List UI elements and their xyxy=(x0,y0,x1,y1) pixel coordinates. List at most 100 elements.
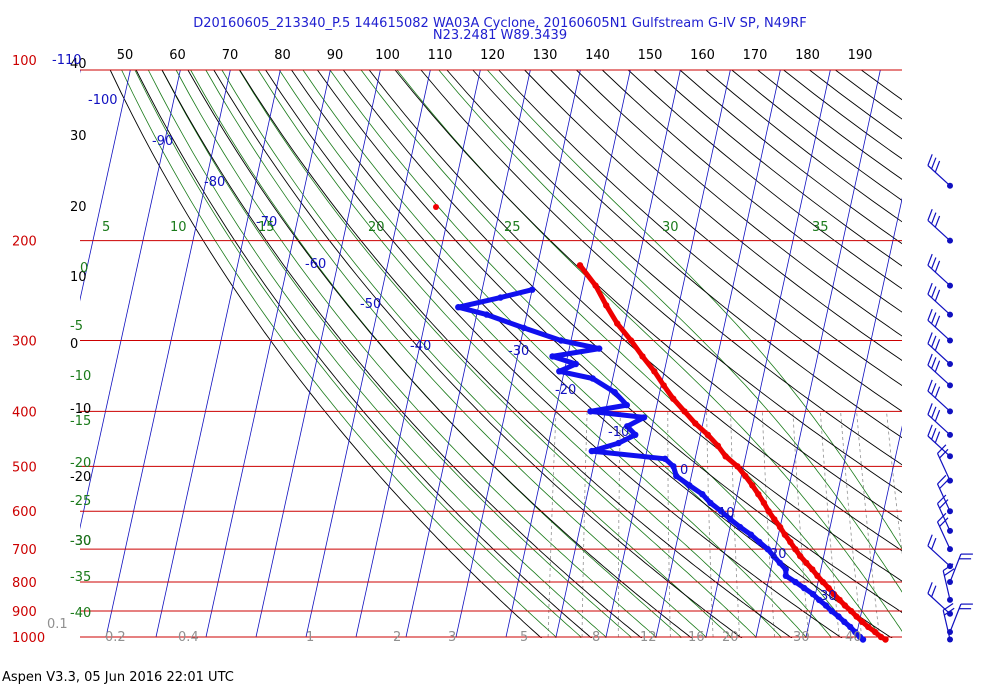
isotherm-label: -60 xyxy=(305,257,326,272)
moist-adiabat-label: -40 xyxy=(70,606,91,621)
temperature-point xyxy=(722,453,729,460)
dewpoint-point xyxy=(809,590,817,598)
temperature-point xyxy=(714,442,722,449)
dry-adiabat-line xyxy=(239,69,793,638)
temperature-point xyxy=(776,523,784,531)
dry-adiabat-line xyxy=(601,69,902,313)
dewpoint-point xyxy=(615,439,622,447)
mixing-ratio-label: 16 xyxy=(688,630,705,645)
pressure-tick: 200 xyxy=(12,235,37,250)
isotherm-label: -50 xyxy=(360,297,381,312)
dry-adiabat-line xyxy=(576,69,902,337)
temperature-point xyxy=(797,552,804,560)
left-scale-tick: -20 xyxy=(70,470,91,485)
pressure-tick: 100 xyxy=(12,54,37,69)
left-scale-tick: 0 xyxy=(70,337,78,352)
wind-barb-staff xyxy=(936,453,951,481)
dry-adiabats xyxy=(109,69,902,638)
wind-barb-flag xyxy=(931,383,937,395)
wind-barb-flag xyxy=(931,357,937,369)
wind-barb-flag xyxy=(927,208,933,221)
dewpoint-point xyxy=(623,401,630,409)
temperature-point xyxy=(882,636,889,643)
pressure-tick: 700 xyxy=(12,543,37,558)
moist-adiabat-label: -15 xyxy=(70,414,91,429)
dewpoint-point xyxy=(686,482,693,489)
wind-barb-flag xyxy=(942,603,954,611)
wind-barb-flag xyxy=(927,403,933,415)
mixing-ratio-line xyxy=(908,411,939,649)
top-axis-tick: 70 xyxy=(222,48,239,63)
temperature-point xyxy=(749,482,756,489)
dewpoint-point xyxy=(770,552,777,560)
moist-adiabat-line xyxy=(302,69,832,638)
moist-adiabat-label: -5 xyxy=(70,319,83,334)
wind-barb-flag xyxy=(931,157,937,170)
wind-barb-flag xyxy=(934,289,941,302)
moist-adiabat-label: 35 xyxy=(812,220,829,235)
isotherm-label: -100 xyxy=(88,93,118,108)
dewpoint-point xyxy=(776,559,783,567)
isotherm-line xyxy=(355,69,481,638)
pressure-tick: 900 xyxy=(12,605,37,620)
wind-barb-flag xyxy=(927,282,933,295)
dry-adiabat-line xyxy=(187,69,693,638)
wind-barbs xyxy=(927,154,973,643)
top-axis-tick: 140 xyxy=(585,48,610,63)
dry-adiabat-line xyxy=(809,69,902,140)
temperature-point xyxy=(627,337,635,344)
dewpoint-point xyxy=(557,337,565,344)
wind-barb-flag xyxy=(927,582,933,594)
isotherm-label: -110 xyxy=(52,53,82,68)
moist-adiabat-line xyxy=(190,69,682,638)
top-axis-tick: 120 xyxy=(480,48,505,63)
mixing-ratio-label: 12 xyxy=(640,630,657,645)
temperature-point xyxy=(809,566,816,573)
isotherm-label: 20 xyxy=(770,547,787,562)
temperature-point xyxy=(819,578,827,586)
wind-barb-flag xyxy=(931,335,937,348)
moist-adiabat-line xyxy=(175,69,657,638)
dewpoint-point xyxy=(736,523,744,531)
wind-barb-flag xyxy=(934,409,941,422)
wind-barb-flag xyxy=(937,474,947,485)
isotherm-line xyxy=(305,69,431,638)
wind-barb-flag xyxy=(931,427,937,440)
dry-adiabat-line xyxy=(679,69,902,245)
mixing-ratio-line xyxy=(581,411,588,638)
mixing-ratio-line xyxy=(547,411,557,638)
isotherm-label: 10 xyxy=(718,506,735,521)
moist-adiabat-line xyxy=(396,69,902,632)
left-scale-tick: -30 xyxy=(70,534,91,549)
dewpoint-point xyxy=(699,491,706,498)
mixing-ratio-label: 0.2 xyxy=(105,630,126,645)
isotherm-line xyxy=(80,69,131,302)
temperature-point xyxy=(814,572,821,579)
top-axis-tick: 90 xyxy=(327,48,344,63)
moist-adiabat-label: 15 xyxy=(258,220,275,235)
dewpoint-point xyxy=(851,628,859,636)
dry-adiabat-line xyxy=(705,69,902,223)
wind-barb-flag xyxy=(931,286,937,298)
wind-barb-flag xyxy=(931,406,937,419)
isotherm-line xyxy=(80,69,181,530)
temperature-profile xyxy=(433,204,889,643)
isotherm-line xyxy=(205,69,331,638)
isotherm-line xyxy=(755,69,881,638)
left-scale-tick: 40 xyxy=(70,57,87,72)
wind-barb-flag xyxy=(927,308,933,321)
wind-barb-flag xyxy=(934,260,941,273)
moist-adiabat-label: -30 xyxy=(70,534,91,549)
moist-adiabat-label: 20 xyxy=(368,220,385,235)
temperature-point xyxy=(781,531,789,538)
moist-adiabat-line xyxy=(161,69,632,638)
dewpoint-point xyxy=(632,431,639,438)
wind-barb-flag xyxy=(927,534,933,547)
isotherm-label: -70 xyxy=(256,215,277,230)
left-scale-tick: 30 xyxy=(70,129,87,144)
isotherm-label: -10 xyxy=(608,425,629,440)
wind-barb-flag xyxy=(934,386,941,399)
chart-title-line2: N23.2481 W89.3439 xyxy=(432,28,568,43)
temperature-point xyxy=(592,282,599,289)
temperature-point xyxy=(865,623,872,631)
